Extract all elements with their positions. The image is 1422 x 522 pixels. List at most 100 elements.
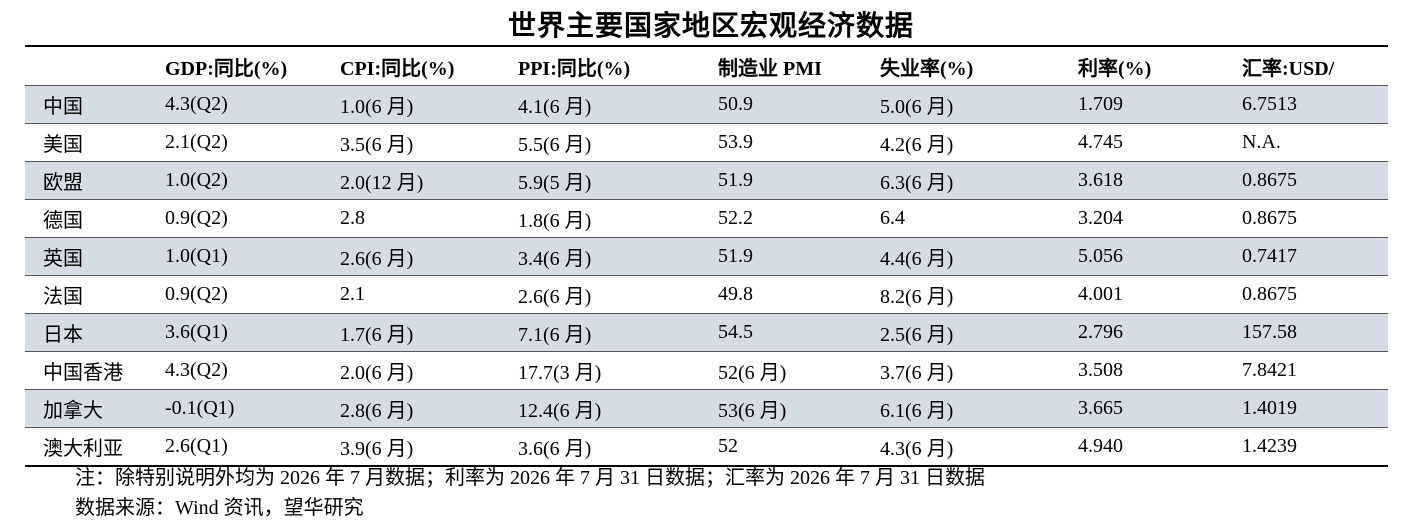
cell: 53(6 月) (718, 400, 787, 422)
cell: 4.745 (1078, 131, 1123, 153)
cell: 4.2(6 月) (880, 134, 954, 156)
table-row: 美国 2.1(Q2) 3.5(6 月) 5.5(6 月) 53.9 4.2(6 月) 4.7… (25, 123, 1388, 162)
table-row: 法国 0.9(Q2) 2.1 2.6(6 月) 49.8 8.2(6 月) 4.001 0.8… (25, 275, 1388, 314)
cell: 6.4 (880, 207, 905, 229)
cell: 2.0(12 月) (340, 172, 424, 194)
cell: 1.0(6 月) (340, 96, 414, 118)
cell: 1.4239 (1242, 435, 1297, 457)
row-label: 中国香港 (43, 362, 123, 384)
cell: N.A. (1242, 131, 1281, 153)
cell: 2.1 (340, 283, 365, 305)
cell: 3.9(6 月) (340, 438, 414, 460)
source: 数据来源：Wind 资讯，望华研究 (75, 497, 364, 519)
row-label: 欧盟 (43, 172, 83, 194)
row-label: 中国 (43, 96, 83, 118)
cell: 52.2 (718, 207, 753, 229)
cell: 6.1(6 月) (880, 400, 954, 422)
corner-cell (25, 46, 155, 86)
cell: 1.709 (1078, 93, 1123, 115)
cell: 0.7417 (1242, 245, 1297, 267)
title: 世界主要国家地区宏观经济数据 (507, 11, 914, 42)
row-label: 加拿大 (43, 400, 103, 422)
cell: 1.4019 (1242, 397, 1297, 419)
cell: 157.58 (1242, 321, 1297, 343)
column-header: 失业率(%) (880, 57, 974, 80)
row-label: 德国 (43, 210, 83, 232)
cell: 2.6(6 月) (340, 248, 414, 270)
cell: 2.6(6 月) (518, 286, 592, 308)
cell: 3.6(Q1) (165, 321, 228, 343)
cell: 6.3(6 月) (880, 172, 954, 194)
cell: 3.204 (1078, 207, 1123, 229)
table-row: 德国 0.9(Q2) 2.8 1.8(6 月) 52.2 6.4 3.204 0.8675 (25, 199, 1388, 238)
cell: 1.7(6 月) (340, 324, 414, 346)
cell: 17.7(3 月) (518, 362, 602, 384)
cell: 6.7513 (1242, 93, 1297, 115)
table-row: 英国 1.0(Q1) 2.6(6 月) 3.4(6 月) 51.9 4.4(6 月) 5.0… (25, 237, 1388, 276)
cell: 0.9(Q2) (165, 207, 228, 229)
table-row: 澳大利亚 2.6(Q1) 3.9(6 月) 3.6(6 月) 52 4.3(6 月) 4.9… (25, 427, 1388, 467)
table-row: 日本 3.6(Q1) 1.7(6 月) 7.1(6 月) 54.5 2.5(6 月) 2.7… (25, 313, 1388, 352)
cell: 3.5(6 月) (340, 134, 414, 156)
cell: 53.9 (718, 131, 753, 153)
cell: 3.665 (1078, 397, 1123, 419)
cell: 2.0(6 月) (340, 362, 414, 384)
cell: 51.9 (718, 169, 753, 191)
cell: 1.0(Q2) (165, 169, 228, 191)
cell: 4.1(6 月) (518, 96, 592, 118)
cell: 3.6(6 月) (518, 438, 592, 460)
cell: 3.4(6 月) (518, 248, 592, 270)
cell: 2.8 (340, 207, 365, 229)
cell: 51.9 (718, 245, 753, 267)
cell: 4.3(Q2) (165, 93, 228, 115)
cell: 5.9(5 月) (518, 172, 592, 194)
column-header: 利率(%) (1078, 57, 1152, 80)
data-table: GDP:同比(%) CPI:同比(%) PPI:同比(%) 制造业 PMI 失业率(%)… (25, 45, 1388, 467)
cell: 0.8675 (1242, 169, 1297, 191)
row-label: 美国 (43, 134, 83, 156)
table-row: 加拿大 -0.1(Q1) 2.8(6 月) 12.4(6 月) 53(6 月) 6.1(6… (25, 389, 1388, 428)
cell: 54.5 (718, 321, 753, 343)
cell: 0.8675 (1242, 283, 1297, 305)
cell: 3.508 (1078, 359, 1123, 381)
cell: 1.0(Q1) (165, 245, 228, 267)
column-header: 汇率:USD/ (1242, 57, 1335, 80)
column-header: 制造业 PMI (718, 57, 822, 80)
cell: 4.3(Q2) (165, 359, 228, 381)
table-row: 欧盟 1.0(Q2) 2.0(12 月) 5.9(5 月) 51.9 6.3(6 月) 3.… (25, 161, 1388, 200)
cell: 2.796 (1078, 321, 1123, 343)
row-label: 法国 (43, 286, 83, 308)
cell: 5.0(6 月) (880, 96, 954, 118)
row-label: 英国 (43, 248, 83, 270)
cell: 0.8675 (1242, 207, 1297, 229)
cell: 5.056 (1078, 245, 1123, 267)
row-label: 日本 (43, 324, 83, 346)
cell: 4.4(6 月) (880, 248, 954, 270)
note: 注：除特别说明外均为 2026 年 7 月数据；利率为 2026 年 7 月 3… (75, 467, 985, 489)
cell: 2.1(Q2) (165, 131, 228, 153)
cell: -0.1(Q1) (165, 397, 235, 419)
cell: 2.8(6 月) (340, 400, 414, 422)
cell: 4.001 (1078, 283, 1123, 305)
table-row: 中国 4.3(Q2) 1.0(6 月) 4.1(6 月) 50.9 5.0(6 月) 1.7… (25, 85, 1388, 124)
cell: 2.5(6 月) (880, 324, 954, 346)
cell: 2.6(Q1) (165, 435, 228, 457)
header-row: GDP:同比(%) CPI:同比(%) PPI:同比(%) 制造业 PMI 失业率(%)… (25, 46, 1388, 86)
column-header: GDP:同比(%) (165, 57, 288, 80)
row-label: 澳大利亚 (43, 438, 123, 460)
cell: 52 (718, 435, 738, 457)
cell: 4.940 (1078, 435, 1123, 457)
cell: 5.5(6 月) (518, 134, 592, 156)
cell: 49.8 (718, 283, 753, 305)
column-header: PPI:同比(%) (518, 57, 631, 80)
cell: 8.2(6 月) (880, 286, 954, 308)
column-header: CPI:同比(%) (340, 57, 455, 80)
cell: 3.7(6 月) (880, 362, 954, 384)
cell: 7.8421 (1242, 359, 1297, 381)
cell: 1.8(6 月) (518, 210, 592, 232)
table-row: 中国香港 4.3(Q2) 2.0(6 月) 17.7(3 月) 52(6 月) 3.7(6… (25, 351, 1388, 390)
cell: 50.9 (718, 93, 753, 115)
cell: 0.9(Q2) (165, 283, 228, 305)
cell: 12.4(6 月) (518, 400, 602, 422)
